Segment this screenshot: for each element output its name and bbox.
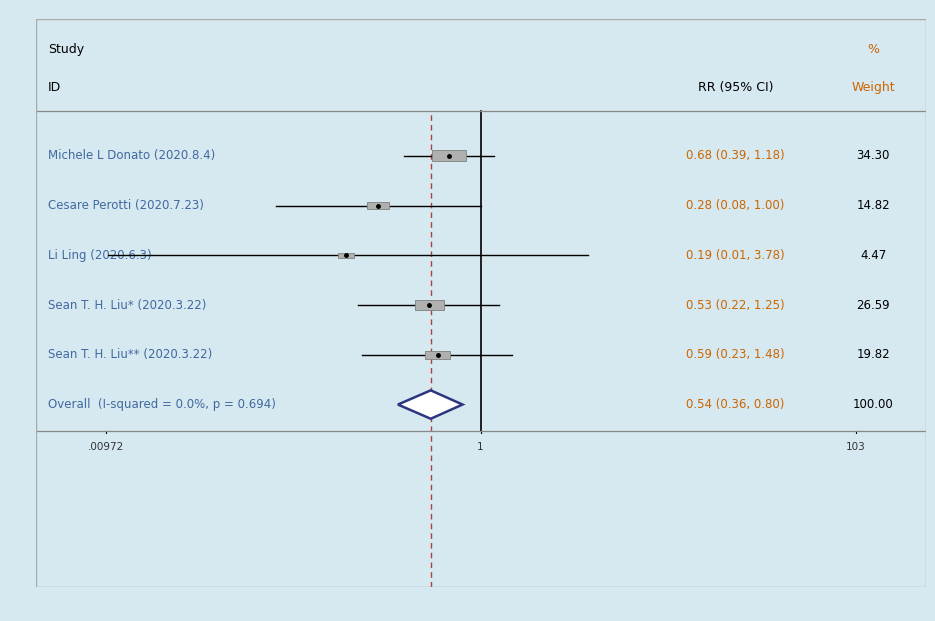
Text: 1: 1: [477, 442, 484, 453]
Text: 100.00: 100.00: [853, 398, 894, 411]
Text: 4.47: 4.47: [860, 249, 886, 262]
Text: 0.59 (0.23, 1.48): 0.59 (0.23, 1.48): [686, 348, 784, 361]
Text: 103: 103: [846, 442, 866, 453]
Text: Cesare Perotti (2020.7.23): Cesare Perotti (2020.7.23): [48, 199, 204, 212]
Text: 0.53 (0.22, 1.25): 0.53 (0.22, 1.25): [686, 299, 784, 312]
Text: Sean T. H. Liu* (2020.3.22): Sean T. H. Liu* (2020.3.22): [48, 299, 206, 312]
Text: .00972: .00972: [88, 442, 123, 453]
Text: Overall  (I-squared = 0.0%, p = 0.694): Overall (I-squared = 0.0%, p = 0.694): [48, 398, 276, 411]
Text: Weight: Weight: [851, 81, 895, 94]
Text: 0.28 (0.08, 1.00): 0.28 (0.08, 1.00): [686, 199, 784, 212]
Bar: [338, 253, 354, 258]
Text: ID: ID: [48, 81, 61, 94]
Text: 0.19 (0.01, 3.78): 0.19 (0.01, 3.78): [686, 249, 784, 262]
Bar: [425, 351, 451, 359]
Text: RR (95% CI): RR (95% CI): [698, 81, 773, 94]
Text: Study: Study: [48, 43, 84, 56]
Text: Sean T. H. Liu** (2020.3.22): Sean T. H. Liu** (2020.3.22): [48, 348, 212, 361]
Text: Li Ling (2020.6.3): Li Ling (2020.6.3): [48, 249, 151, 262]
Text: 19.82: 19.82: [856, 348, 890, 361]
Text: 0.68 (0.39, 1.18): 0.68 (0.39, 1.18): [686, 150, 784, 163]
Text: Michele L Donato (2020.8.4): Michele L Donato (2020.8.4): [48, 150, 215, 163]
Text: %: %: [867, 43, 879, 56]
Text: 0.54 (0.36, 0.80): 0.54 (0.36, 0.80): [686, 398, 784, 411]
Bar: [414, 301, 444, 310]
Bar: [367, 202, 389, 209]
Polygon shape: [398, 391, 463, 419]
Bar: [432, 150, 467, 161]
Text: 34.30: 34.30: [856, 150, 890, 163]
Text: 26.59: 26.59: [856, 299, 890, 312]
Text: 14.82: 14.82: [856, 199, 890, 212]
